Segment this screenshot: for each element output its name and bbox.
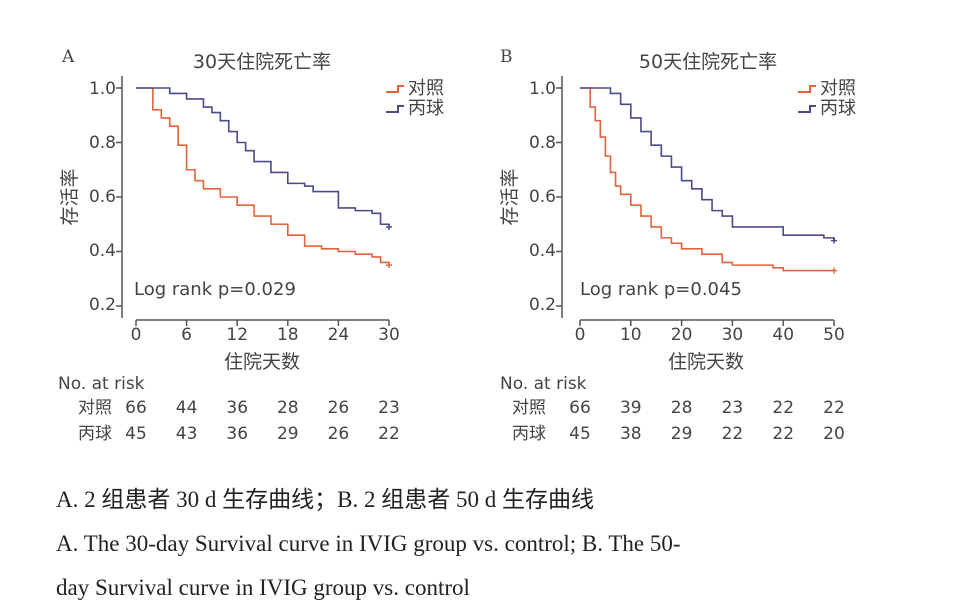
y-tick-label: 0.4 — [529, 241, 556, 261]
risk-row-label-control: 对照 — [78, 398, 112, 418]
x-tick-labels: 0 6 12 18 24 30 — [131, 325, 400, 345]
legend-swatch-ivig — [798, 105, 816, 113]
y-tick-labels: 0.2 0.4 0.6 0.8 1.0 — [89, 79, 116, 315]
legend-swatch-control — [386, 85, 404, 93]
risk-cell: 28 — [671, 398, 693, 418]
risk-cell: 66 — [125, 398, 147, 418]
legend: 对照 丙球 — [386, 78, 444, 119]
risk-cell: 22 — [378, 424, 400, 444]
panel-label: B — [500, 47, 513, 67]
x-tick-label: 30 — [722, 325, 744, 345]
x-tick-label: 24 — [328, 325, 350, 345]
x-tick-labels: 0 10 20 30 40 50 — [575, 325, 845, 345]
risk-cell: 45 — [569, 424, 591, 444]
risk-cell: 23 — [378, 398, 400, 418]
panel-label: A — [61, 47, 75, 67]
x-tick-label: 50 — [823, 325, 845, 345]
risk-cell: 26 — [328, 398, 350, 418]
y-tick-label: 0.6 — [89, 187, 116, 207]
risk-cell: 29 — [671, 424, 693, 444]
risk-cell: 38 — [620, 424, 642, 444]
figure-caption: A. 2 组患者 30 d 生存曲线；B. 2 组患者 50 d 生存曲线 A.… — [56, 478, 952, 610]
censor-mark-control — [386, 262, 392, 269]
x-axis-label: 住院天数 — [668, 351, 744, 373]
y-axis-label: 存活率 — [59, 168, 81, 225]
x-tick-label: 40 — [772, 325, 794, 345]
survival-curves — [580, 87, 837, 274]
x-tick-label: 18 — [277, 325, 299, 345]
caption-line-en-2: day Survival curve in IVIG group vs. con… — [56, 575, 470, 600]
log-rank-annotation: Log rank p=0.029 — [134, 279, 296, 300]
risk-cell: 43 — [176, 424, 198, 444]
x-tick-label: 12 — [226, 325, 248, 345]
legend-swatch-ivig — [386, 105, 404, 113]
risk-cell: 36 — [226, 424, 248, 444]
x-tick-label: 6 — [181, 325, 192, 345]
axes — [116, 76, 390, 326]
survival-curve-ivig — [580, 87, 835, 241]
legend-swatch-control — [798, 85, 816, 93]
chart-title: 30天住院死亡率 — [193, 51, 331, 73]
x-tick-label: 0 — [131, 325, 142, 345]
y-tick-label: 0.4 — [89, 241, 116, 261]
legend-label-control: 对照 — [408, 78, 444, 99]
y-tick-label: 0.8 — [529, 133, 556, 153]
chart-panel-a: A 30天住院死亡率 对照 丙球 存活率 住院天数 Log rank p=0.0… — [58, 47, 444, 444]
log-rank-annotation: Log rank p=0.045 — [580, 279, 742, 300]
x-tick-label: 20 — [671, 325, 693, 345]
risk-cell: 28 — [277, 398, 299, 418]
risk-cell: 22 — [772, 424, 794, 444]
y-axis-label: 存活率 — [499, 168, 521, 225]
legend-label-ivig: 丙球 — [820, 98, 856, 119]
survival-curve-control — [580, 87, 834, 272]
risk-cell: 66 — [569, 398, 591, 418]
risk-table: No. at risk 对照 丙球 66 44 36 28 26 23 45 4… — [58, 374, 400, 444]
risk-row-label-control: 对照 — [512, 398, 546, 418]
survival-curve-ivig — [136, 87, 390, 227]
y-tick-label: 1.0 — [89, 79, 116, 99]
y-tick-label: 0.8 — [89, 133, 116, 153]
y-tick-label: 0.6 — [529, 187, 556, 207]
x-tick-label: 0 — [575, 325, 586, 345]
x-tick-label: 10 — [620, 325, 642, 345]
legend-label-control: 对照 — [820, 78, 856, 99]
x-tick-label: 30 — [378, 325, 400, 345]
y-tick-label: 0.2 — [529, 295, 556, 315]
censor-mark-control — [831, 267, 837, 274]
chart-panel-b: B 50天住院死亡率 对照 丙球 存活率 住院天数 Log rank p=0.0… — [499, 47, 856, 444]
legend-label-ivig: 丙球 — [408, 98, 444, 119]
caption-line-en-1: A. The 30-day Survival curve in IVIG gro… — [56, 531, 681, 556]
risk-table-header: No. at risk — [500, 374, 587, 394]
censor-mark-ivig — [386, 223, 392, 230]
y-tick-label: 0.2 — [89, 295, 116, 315]
risk-cell: 45 — [125, 424, 147, 444]
risk-cell: 26 — [328, 424, 350, 444]
y-tick-labels: 0.2 0.4 0.6 0.8 1.0 — [529, 79, 556, 315]
y-tick-label: 1.0 — [529, 79, 556, 99]
risk-cell: 29 — [277, 424, 299, 444]
caption-line-cn: A. 2 组患者 30 d 生存曲线；B. 2 组患者 50 d 生存曲线 — [56, 487, 594, 512]
risk-cell: 44 — [176, 398, 198, 418]
axes — [556, 76, 835, 326]
risk-table-header: No. at risk — [58, 374, 145, 394]
risk-cell: 23 — [722, 398, 744, 418]
risk-table: No. at risk 对照 丙球 66 39 28 23 22 22 45 3… — [500, 374, 845, 444]
chart-title: 50天住院死亡率 — [639, 51, 777, 73]
risk-cell: 22 — [722, 424, 744, 444]
survival-curves — [136, 87, 392, 269]
x-axis-label: 住院天数 — [224, 351, 300, 373]
risk-cell: 20 — [823, 424, 845, 444]
risk-row-label-ivig: 丙球 — [512, 424, 546, 444]
risk-cell: 22 — [823, 398, 845, 418]
risk-cell: 22 — [772, 398, 794, 418]
risk-cell: 39 — [620, 398, 642, 418]
censor-mark-ivig — [831, 237, 837, 244]
legend: 对照 丙球 — [798, 78, 856, 119]
risk-cell: 36 — [226, 398, 248, 418]
survival-curve-control — [136, 87, 390, 266]
risk-row-label-ivig: 丙球 — [78, 424, 112, 444]
